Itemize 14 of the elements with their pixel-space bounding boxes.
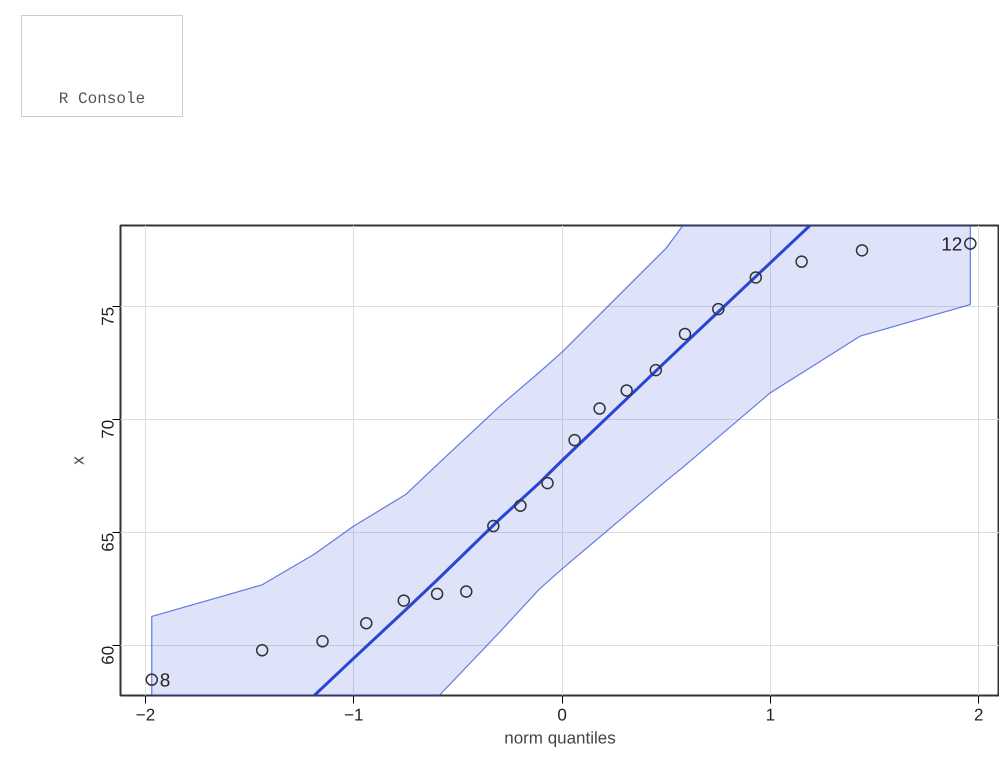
x-axis-title: norm quantiles [504,728,616,748]
y-tick-label: 60 [98,646,118,665]
y-tick-label: 70 [98,420,118,439]
annotation: 12 [941,234,962,256]
y-tick-label: 65 [98,532,118,552]
x-tick-label: 0 [557,706,567,724]
y-axis-title: x [68,456,88,465]
y-tick-label: 75 [98,306,118,326]
x-tick-label: 1 [766,706,776,724]
annotation: 8 [160,670,170,692]
x-tick-label: −2 [136,706,156,724]
text: R Console [21,15,183,117]
x-tick-label: −1 [344,706,364,724]
x-tick-label: 2 [974,706,984,724]
